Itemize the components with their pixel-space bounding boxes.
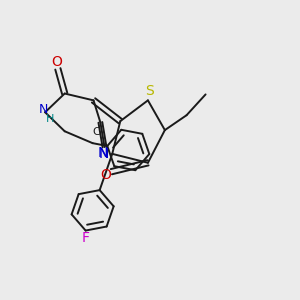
Text: O: O xyxy=(51,55,62,69)
Text: N: N xyxy=(39,103,48,116)
Text: F: F xyxy=(82,231,90,245)
Text: N: N xyxy=(99,147,109,160)
Text: H: H xyxy=(46,114,54,124)
Text: O: O xyxy=(100,168,111,182)
Text: C: C xyxy=(92,127,100,137)
Text: S: S xyxy=(145,84,154,98)
Text: N: N xyxy=(98,146,108,160)
